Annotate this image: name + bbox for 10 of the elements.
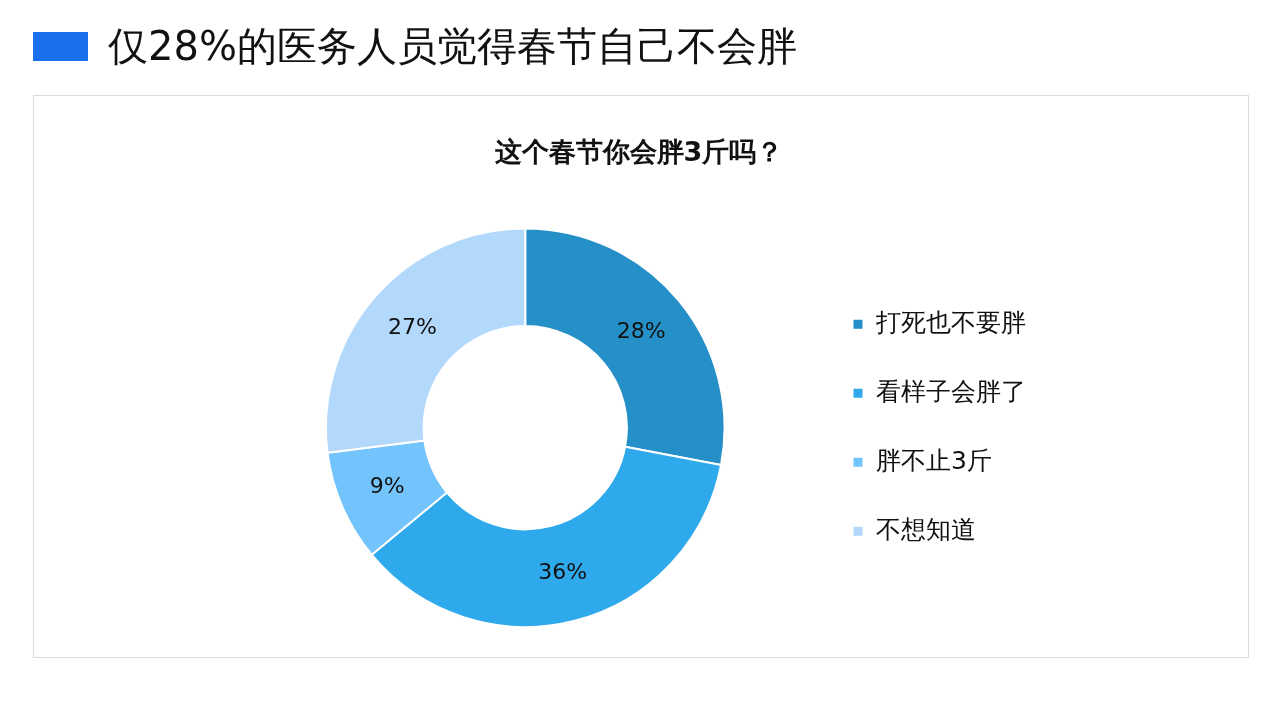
legend-label: 看样子会胖了 (876, 376, 1026, 406)
data-label: 36% (538, 559, 588, 585)
chart-title: 仅28%的医务人员觉得春节自己不会胖 (108, 21, 797, 71)
data-label: 9% (369, 473, 405, 499)
legend-label: 不想知道 (876, 514, 976, 544)
data-label: 28% (616, 317, 666, 343)
data-label: 27% (387, 313, 437, 339)
legend-label: 胖不止3斤 (876, 445, 992, 475)
chart-subtitle: 这个春节你会胖3斤吗？ (494, 136, 784, 168)
legend-label: 打死也不要胖 (875, 307, 1026, 337)
